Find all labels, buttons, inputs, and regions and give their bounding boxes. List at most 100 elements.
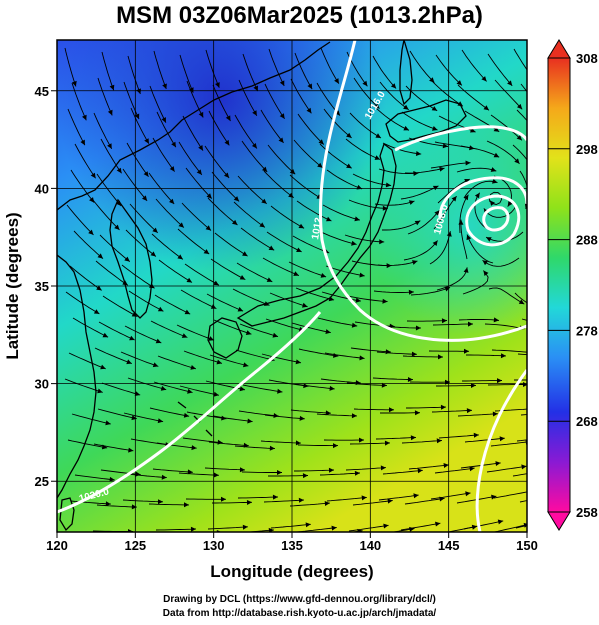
streamline-arrow	[268, 527, 274, 532]
streamline	[270, 523, 311, 529]
streamline-arrow	[531, 77, 536, 83]
streamline-arrow	[464, 179, 470, 184]
streamline-arrow	[463, 194, 469, 201]
streamline	[436, 384, 477, 387]
streamline	[264, 83, 285, 120]
streamline-arrow	[279, 80, 285, 86]
streamline-arrow	[387, 498, 393, 504]
colorbar: 308 298 288 278 268 258	[547, 39, 598, 531]
x-axis-label: Longitude (degrees)	[210, 562, 373, 581]
streamline-arrow	[306, 107, 312, 114]
streamline-arrow	[359, 272, 365, 278]
streamline-arrow	[469, 466, 475, 472]
streamline	[438, 434, 479, 439]
streamline-arrow	[134, 113, 140, 120]
streamline	[149, 85, 167, 123]
streamline	[326, 496, 367, 502]
streamline-arrow	[483, 105, 489, 111]
streamline	[241, 471, 282, 473]
streamline-arrow	[491, 494, 497, 500]
streamline-arrow	[177, 254, 183, 260]
streamline	[264, 414, 305, 420]
streamline-arrow	[131, 312, 138, 317]
credit-drawing: Drawing by DCL (https://www.gfd-dennou.o…	[163, 594, 436, 605]
x-tick-label: 150	[516, 538, 538, 553]
isobar-southeast	[475, 369, 527, 532]
streamline	[516, 439, 527, 442]
streamline-arrow	[435, 521, 441, 527]
streamline-arrow	[142, 195, 148, 201]
streamline-arrow	[187, 469, 193, 475]
streamline-arrow	[298, 223, 305, 229]
streamline-arrow	[289, 169, 296, 175]
streamline	[266, 231, 302, 253]
streamline-arrow	[97, 253, 103, 259]
streamline-arrow	[198, 111, 204, 118]
streamline-arrow	[457, 101, 463, 107]
streamline	[294, 383, 335, 390]
streamline	[101, 382, 141, 396]
streamline-arrow	[82, 114, 87, 121]
streamline-arrow	[307, 83, 313, 90]
streamline	[382, 142, 422, 155]
coastline-shikoku-honshu	[236, 142, 397, 327]
streamline-arrow	[157, 499, 163, 505]
streamline-arrow	[213, 280, 219, 286]
streamline-arrow	[492, 411, 498, 417]
streamline	[234, 114, 258, 149]
streamline-arrow	[239, 275, 246, 280]
streamline-arrow	[361, 495, 367, 501]
streamline	[437, 178, 470, 204]
streamline	[490, 441, 527, 447]
streamline	[100, 138, 122, 174]
streamline-arrow	[128, 447, 134, 453]
streamline	[512, 473, 527, 477]
streamline-arrow	[115, 200, 122, 206]
streamline	[121, 264, 155, 289]
streamline-arrow	[382, 205, 388, 211]
streamline	[66, 204, 94, 236]
streamline	[123, 81, 140, 120]
streamline-arrow	[351, 413, 357, 419]
x-tick-label: 135	[281, 538, 303, 553]
streamline	[408, 464, 449, 470]
streamline-arrow	[190, 365, 196, 370]
streamline	[69, 265, 102, 291]
colorbar-ticks: 308 298 288 278 268 258	[548, 51, 598, 520]
streamline-arrow	[89, 197, 95, 203]
streamline	[491, 349, 527, 353]
streamline-arrow	[379, 239, 385, 245]
streamline-arrow	[325, 329, 331, 334]
streamline-arrow	[445, 379, 450, 385]
streamline	[96, 173, 122, 207]
streamline-arrow	[273, 413, 279, 418]
streamline	[182, 115, 204, 151]
streamline-arrow	[528, 489, 533, 494]
streamline-arrow	[382, 298, 388, 304]
streamline	[293, 139, 323, 169]
streamline	[261, 353, 302, 364]
streamline	[240, 227, 275, 251]
streamline-arrow	[278, 137, 284, 143]
streamline-arrow	[456, 80, 462, 86]
streamline-arrow	[136, 88, 141, 94]
streamline	[208, 110, 230, 146]
streamline	[294, 52, 313, 90]
streamline-arrow	[217, 439, 223, 445]
isobar-low-ring-1	[465, 194, 521, 247]
streamline-arrow	[239, 386, 245, 392]
streamline-arrow	[171, 141, 176, 148]
streamline	[325, 265, 365, 277]
streamline	[373, 290, 414, 293]
streamline	[513, 48, 527, 71]
streamline	[130, 534, 170, 535]
streamline	[323, 108, 352, 139]
streamline-arrow	[305, 522, 311, 528]
streamline	[353, 408, 394, 411]
streamline	[345, 467, 386, 471]
streamline-arrow	[490, 167, 497, 172]
streamline	[375, 107, 410, 131]
streamline	[458, 318, 500, 321]
axis-ticks	[51, 90, 528, 538]
streamline-arrow	[261, 198, 267, 204]
